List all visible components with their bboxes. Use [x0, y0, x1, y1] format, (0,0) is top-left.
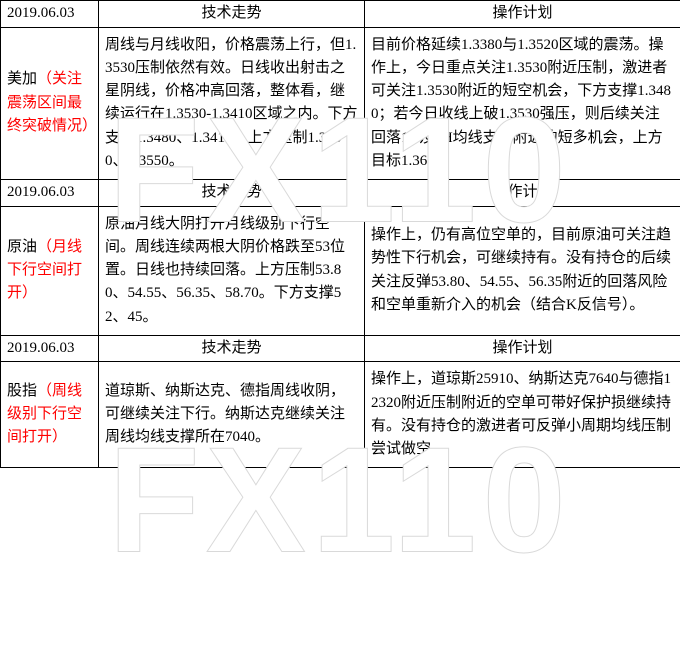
- tech-cell: 原油月线大阴打开月线级别下行空间。周线连续两根大阴价格跌至53位置。日线也持续回…: [99, 206, 365, 335]
- col-header-tech: 技术走势: [99, 1, 365, 28]
- col-header-plan: 操作计划: [365, 1, 680, 28]
- plan-cell: 操作上，仍有高位空单的，目前原油可关注趋势性下行机会，可继续持有。没有持仓的后续…: [365, 206, 680, 335]
- label-plain: 股指: [7, 383, 37, 399]
- tech-cell: 周线与月线收阳，价格震荡上行，但1.3530压制依然有效。日线收出射击之星阴线，…: [99, 27, 365, 180]
- col-header-plan: 操作计划: [365, 335, 680, 362]
- plan-cell: 目前价格延续1.3380与1.3520区域的震荡。操作上，今日重点关注1.353…: [365, 27, 680, 180]
- date-cell: 2019.06.03: [1, 1, 99, 28]
- col-header-tech: 技术走势: [99, 180, 365, 207]
- label-plain: 美加: [7, 71, 37, 87]
- col-header-tech: 技术走势: [99, 335, 365, 362]
- tech-cell: 道琼斯、纳斯达克、德指周线收阴，可继续关注下行。纳斯达克继续关注周线均线支撑所在…: [99, 362, 365, 468]
- analysis-table: 2019.06.03 技术走势 操作计划 美加（关注震荡区间最终突破情况） 周线…: [0, 0, 680, 468]
- row-label: 美加（关注震荡区间最终突破情况）: [1, 27, 99, 180]
- label-plain: 原油: [7, 239, 37, 255]
- plan-cell: 操作上，道琼斯25910、纳斯达克7640与德指12320附近压制附近的空单可带…: [365, 362, 680, 468]
- row-label: 原油（月线下行空间打开）: [1, 206, 99, 335]
- date-cell: 2019.06.03: [1, 180, 99, 207]
- col-header-plan: 操作计划: [365, 180, 680, 207]
- date-cell: 2019.06.03: [1, 335, 99, 362]
- row-label: 股指（周线级别下行空间打开）: [1, 362, 99, 468]
